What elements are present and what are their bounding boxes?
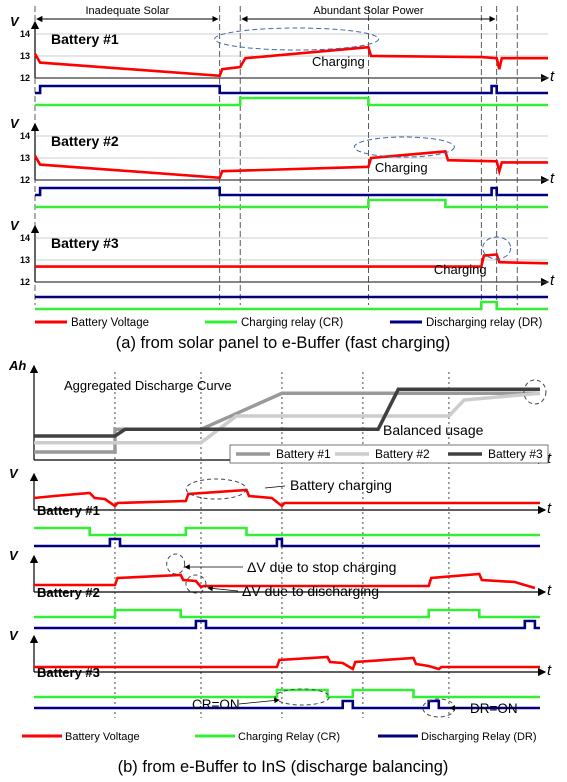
x-axis-label: t	[547, 662, 552, 679]
y-axis-label: V	[10, 116, 20, 131]
y-axis-label: V	[10, 14, 20, 29]
legend-label: Battery Voltage	[65, 731, 140, 743]
x-axis-label: t	[547, 500, 552, 517]
y-tick-label: 13	[20, 153, 30, 163]
voltage-line	[33, 150, 548, 180]
cr-signal	[34, 526, 540, 537]
cr-on-arrow	[238, 697, 280, 705]
cr-on-label: CR=ON	[192, 697, 240, 712]
annotation-text: Charging	[434, 262, 487, 277]
caption: (b) from e-Buffer to InS (discharge bala…	[118, 758, 449, 776]
voltage-line	[34, 572, 536, 590]
annotation-ellipse	[353, 136, 455, 158]
y-tick-label: 12	[20, 175, 30, 185]
dr-signal	[34, 619, 540, 630]
y-tick-label: 14	[20, 233, 30, 243]
voltage-line	[33, 45, 548, 78]
chart-b: Ah t Aggregated Discharge Curve Balanced us…	[8, 358, 552, 776]
y-tick-label: 14	[20, 131, 30, 141]
caption: (a) from solar panel to e-Buffer (fast c…	[116, 334, 450, 352]
cr-on-ellipse	[274, 688, 330, 706]
panel-title: Battery #3	[51, 235, 119, 251]
cr-signal	[34, 608, 540, 619]
panel-title: Battery #1	[37, 503, 100, 518]
aggregated-legend-box	[229, 444, 549, 464]
annotation-text: Charging	[312, 54, 365, 69]
annotation-ellipse	[482, 236, 512, 260]
y-axis-label: V	[9, 548, 19, 563]
annotation-ellipse	[214, 27, 380, 51]
voltage-line	[34, 655, 540, 671]
x-axis-label: t	[550, 170, 555, 187]
dr-on-label: DR=ON	[470, 701, 518, 716]
y-axis-label: V	[9, 628, 19, 643]
x-axis-label: t	[550, 68, 555, 85]
legend-label: Charging relay (CR)	[241, 317, 343, 329]
phase-label-1: Abundant Solar Power	[313, 5, 423, 17]
x-axis-label: t	[550, 272, 555, 289]
dr-signal	[35, 186, 548, 197]
panel-title: Battery #3	[37, 665, 100, 680]
panel-title: Battery #1	[51, 31, 119, 47]
dr-signal	[35, 84, 548, 95]
aggregated-series-line	[34, 391, 541, 445]
legend-label: Discharging Relay (DR)	[421, 731, 537, 743]
dv-discharge-ellipse	[185, 574, 207, 594]
dr-signal	[34, 537, 540, 548]
cr-signal	[35, 198, 548, 209]
dv-stop-label: ΔV due to stop charging	[247, 559, 396, 575]
y-tick-label: 12	[20, 277, 30, 287]
aggregated-title: Aggregated Discharge Curve	[64, 378, 232, 393]
annotation-text: Charging	[375, 160, 428, 175]
x-axis-label: t	[547, 450, 552, 467]
dr-signal	[34, 699, 540, 710]
phase-label-0: Inadequate Solar	[85, 5, 169, 17]
aggregated-legend-label: Battery #1	[276, 447, 331, 461]
legend-label: Discharging relay (DR)	[426, 317, 542, 329]
aggregated-legend-label: Battery #2	[375, 447, 430, 461]
y-tick-label: 13	[20, 51, 30, 61]
cr-signal	[35, 300, 548, 311]
charging-leader	[264, 485, 286, 489]
chart-a: Inadequate Solar Abundant Solar Power Vt 12…	[10, 5, 555, 352]
y-axis-label: Ah	[8, 358, 26, 373]
y-axis-label: V	[9, 466, 19, 481]
voltage-line	[35, 253, 549, 268]
legend-label: Charging Relay (CR)	[238, 731, 340, 743]
panel-title: Battery #2	[51, 133, 119, 149]
y-tick-label: 14	[20, 29, 30, 39]
dv-discharge-label: ΔV due to discharging	[242, 583, 379, 599]
balanced-label: Balanced usage	[383, 422, 484, 438]
aggregated-series-line	[34, 387, 540, 438]
y-tick-label: 13	[20, 255, 30, 265]
cr-signal	[34, 688, 540, 699]
dv-discharge-arrow	[207, 585, 239, 592]
charging-ellipse	[185, 478, 247, 500]
cr-signal	[35, 96, 548, 107]
dv-stop-ellipse	[166, 553, 186, 575]
balanced-ellipse	[523, 379, 547, 405]
x-axis-label: t	[547, 582, 552, 599]
voltage-line	[33, 488, 540, 508]
battery-charging-label: Battery charging	[290, 477, 392, 493]
legend-label: Battery Voltage	[71, 317, 149, 329]
panel-title: Battery #2	[37, 585, 100, 600]
aggregated-legend-label: Battery #3	[488, 447, 543, 461]
y-tick-label: 12	[20, 73, 30, 83]
y-axis-label: V	[10, 218, 20, 233]
